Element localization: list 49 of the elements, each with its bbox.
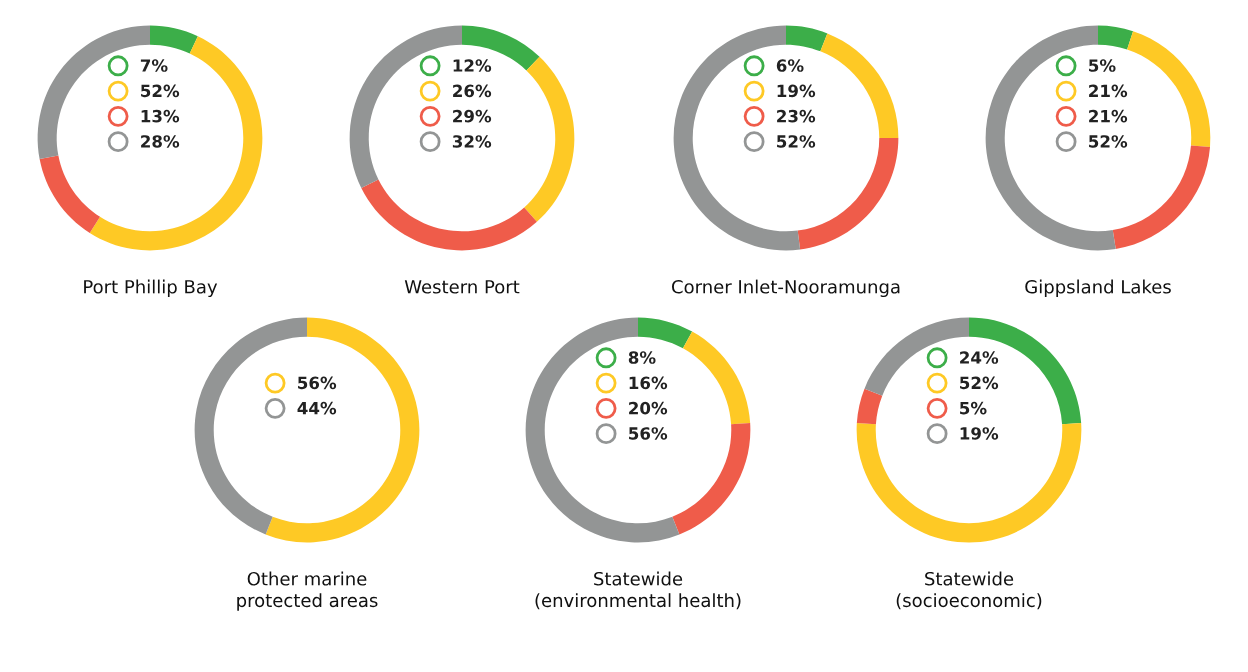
donut-slice [1098,25,1134,50]
text: Port Phillip Bay [84,279,218,298]
donut-slice [1127,31,1211,147]
legend-label: 24% [960,351,999,364]
legend-label: 16% [629,376,668,390]
legend-label: 52% [777,135,816,148]
legend-label: 52% [1089,135,1128,148]
donut-slice [525,317,680,543]
legend-label: 29% [453,109,492,123]
legend-label: 8% [628,351,656,364]
legend-label: 32% [452,135,492,148]
donut-slice [89,36,263,251]
donut-slice [856,388,883,425]
legend-label: 56% [298,376,337,390]
donut-slice [265,317,420,543]
legend-label: 5% [960,401,987,415]
legend-label: 7% [140,59,168,72]
donut-slice [820,33,899,138]
legend-label: 19% [777,84,816,98]
legend-label: 19% [960,427,999,440]
legend-label: 52% [960,376,999,390]
donut-slice [682,331,751,425]
legend-label: 52% [141,84,180,98]
donut-slice [150,25,198,54]
text: Statewide (environmental health) [535,571,741,610]
legend-label: 21% [1089,84,1128,98]
text: Statewide (socioeconomic) [896,571,1042,610]
legend-label: 44% [297,401,337,415]
donut-slice [39,155,101,233]
donut-slice [524,56,575,222]
legend-label: 28% [141,135,180,148]
legend-label: 6% [776,59,804,72]
text: Gippsland Lakes [1025,279,1171,298]
legend-label: 5% [1089,59,1116,72]
legend-label: 13% [141,109,180,123]
donut-slice [672,422,751,535]
legend-label: 21% [1089,109,1128,123]
legend-label: 12% [453,59,492,72]
donut-slice [786,25,828,52]
donut-slice [856,422,1082,543]
legend-label: 23% [777,109,816,123]
text: Western Port [404,280,520,294]
donut-slice [638,317,693,349]
legend-label: 20% [629,401,668,415]
legend-label: 26% [453,84,492,98]
text: Corner Inlet-Nooramunga [671,279,900,298]
legend-label: 56% [629,427,668,440]
text: Other marine protected areas [237,571,378,611]
donut-slice [361,179,537,251]
